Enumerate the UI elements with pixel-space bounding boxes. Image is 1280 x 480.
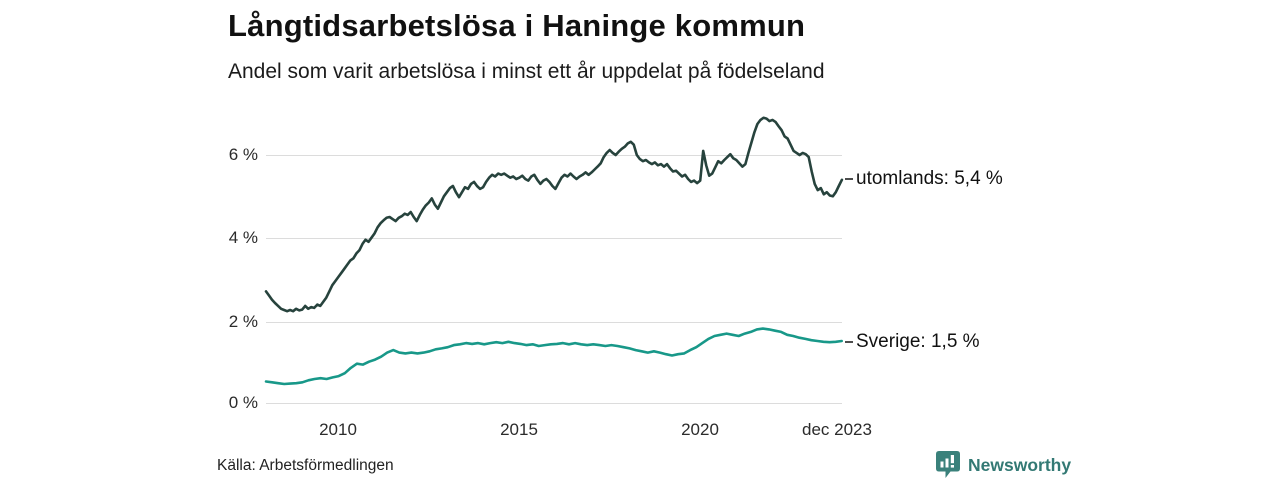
series-line-utomlands <box>264 116 844 313</box>
series-tick-dash-icon <box>845 341 853 343</box>
source-note: Källa: Arbetsförmedlingen <box>217 457 394 474</box>
series-tick-dash-icon <box>845 178 853 180</box>
page-title: Långtidsarbetslösa i Haninge kommun <box>228 8 806 43</box>
x-tick-label: 2020 <box>681 420 719 439</box>
x-tick-label: 2010 <box>319 420 357 439</box>
series-label-text: Sverige: 1,5 % <box>856 331 980 352</box>
gridline-6pct <box>266 155 842 156</box>
series-label-utomlands: utomlands: 5,4 % <box>845 168 1003 190</box>
newsworthy-chart-bubble-icon <box>936 451 960 478</box>
x-tick-label: dec 2023 <box>802 420 872 439</box>
series-line-sverige <box>264 327 844 386</box>
y-tick-label: 0 % <box>228 393 258 412</box>
y-tick-label: 6 % <box>228 145 258 164</box>
series-label-sverige: Sverige: 1,5 % <box>845 331 980 353</box>
chart-subtitle: Andel som varit arbetslösa i minst ett å… <box>228 60 825 83</box>
gridline-0pct <box>266 403 842 404</box>
gridline-2pct <box>266 322 842 323</box>
x-tick-label: 2015 <box>500 420 538 439</box>
newsworthy-wordmark: Newsworthy <box>968 454 1072 475</box>
y-tick-label: 4 % <box>228 228 258 247</box>
series-label-text: utomlands: 5,4 % <box>856 168 1003 189</box>
newsworthy-logo[interactable]: Newsworthy <box>936 451 1071 479</box>
gridline-4pct <box>266 238 842 239</box>
y-tick-label: 2 % <box>228 312 258 331</box>
